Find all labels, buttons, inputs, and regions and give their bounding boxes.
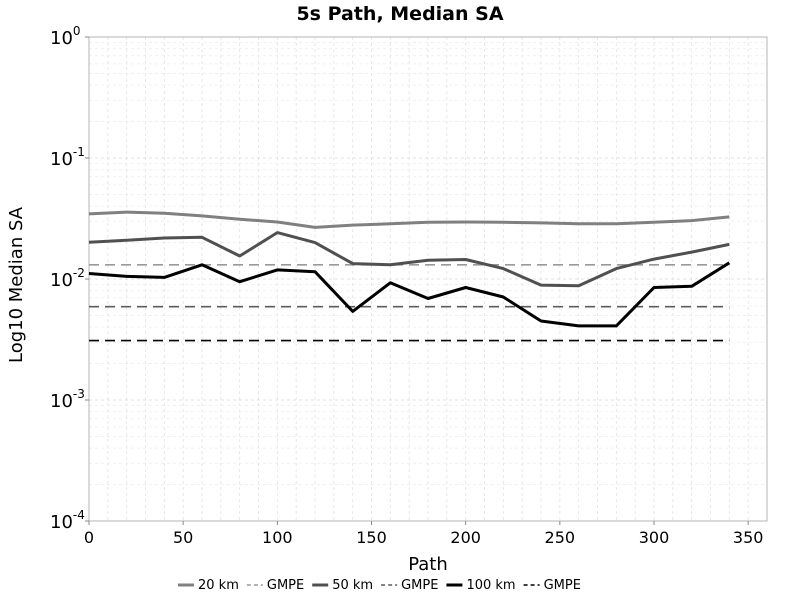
legend-item: 20 km (178, 578, 239, 593)
legend-label: 100 km (466, 578, 515, 593)
x-tick-label: 100 (262, 528, 293, 547)
x-axis-title: Path (408, 554, 448, 575)
x-axis-ticks: 0 50 100 150 200 250 300 350 (84, 521, 764, 547)
y-tick-label: 10-2 (50, 266, 85, 291)
x-tick-label: 200 (450, 528, 481, 547)
legend-label: 20 km (198, 578, 239, 593)
grid (89, 37, 767, 521)
x-tick-label: 300 (639, 528, 670, 547)
x-tick-label: 150 (356, 528, 387, 547)
y-axis-ticks: 100 10-1 10-2 10-3 10-4 (50, 24, 89, 533)
legend-item: GMPE (247, 578, 304, 593)
x-tick-label: 0 (84, 528, 94, 547)
y-tick-label: 10-1 (50, 145, 85, 170)
chart-title: 5s Path, Median SA (296, 3, 503, 25)
legend-item: 100 km (446, 578, 515, 593)
x-tick-label: 250 (545, 528, 576, 547)
legend: 20 km GMPE 50 km GMPE 100 km GMPE (178, 578, 581, 593)
legend-label: GMPE (401, 578, 438, 593)
y-tick-label: 10-4 (50, 508, 85, 533)
legend-item: GMPE (381, 578, 438, 593)
legend-label: GMPE (544, 578, 581, 593)
legend-item: 50 km (312, 578, 373, 593)
legend-label: 50 km (332, 578, 373, 593)
legend-item: GMPE (524, 578, 581, 593)
x-tick-label: 50 (173, 528, 193, 547)
y-tick-label: 100 (50, 24, 81, 49)
legend-label: GMPE (267, 578, 304, 593)
y-tick-label: 10-3 (50, 387, 85, 412)
x-tick-label: 350 (733, 528, 764, 547)
y-axis-title: Log10 Median SA (6, 206, 27, 363)
